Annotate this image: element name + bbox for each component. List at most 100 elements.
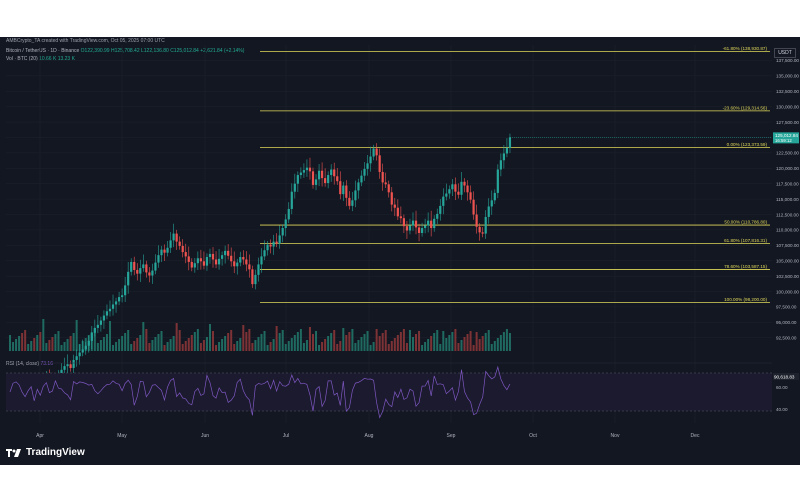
candle-body xyxy=(166,247,169,253)
volume-bar xyxy=(296,332,299,351)
volume-bar xyxy=(33,338,36,351)
volume-bar xyxy=(487,330,490,351)
candle-body xyxy=(187,256,190,262)
x-tick-label: Dec xyxy=(691,433,700,439)
candle-body xyxy=(142,264,145,269)
volume-bar xyxy=(333,330,336,351)
y-tick-label: 95,000.00 xyxy=(776,320,797,325)
volume-bar xyxy=(202,340,205,351)
y-tick-label: 112,500.00 xyxy=(776,212,799,217)
volume-bar xyxy=(402,329,405,351)
volume-bar xyxy=(236,341,239,351)
candle-body xyxy=(317,170,321,180)
candle-body xyxy=(93,327,96,333)
volume-bar xyxy=(502,332,505,351)
volume-bar xyxy=(460,340,463,351)
volume-bar xyxy=(63,342,66,351)
volume-bar xyxy=(251,343,254,351)
candle-body xyxy=(111,304,115,309)
volume-bar xyxy=(108,321,111,351)
symbol-name[interactable]: Bitcoin / TetherUS · 1D · Binance xyxy=(6,48,80,54)
candle-body xyxy=(233,261,236,267)
volume-bar xyxy=(48,340,51,351)
volume-bar xyxy=(357,340,360,351)
chart-canvas[interactable]: 92,500.00 95,000.00 97,500.00 100,000.00 102… xyxy=(0,37,800,465)
volume-bar xyxy=(15,339,18,351)
volume-bar xyxy=(339,341,342,351)
candle-body xyxy=(369,156,372,164)
volume-bar xyxy=(490,344,493,351)
volume-badge xyxy=(773,373,799,380)
candle-body xyxy=(160,249,163,256)
y-tick-label: 130,000.00 xyxy=(776,104,799,109)
volume-bar xyxy=(369,345,372,351)
rsi-band xyxy=(6,373,772,411)
y-tick-label: 137,500.00 xyxy=(776,58,799,63)
currency-button[interactable]: USDT xyxy=(774,48,796,58)
candle-body xyxy=(99,320,102,325)
candle-body xyxy=(178,241,181,246)
candle-body xyxy=(245,259,248,265)
candle-body xyxy=(251,269,254,285)
volume-bar xyxy=(305,340,308,351)
volume-bar xyxy=(66,339,69,351)
x-tick-label: Jun xyxy=(201,433,209,439)
candle-body xyxy=(117,297,121,302)
volume-bar xyxy=(239,338,242,351)
candle-body xyxy=(387,184,390,193)
candle-body xyxy=(190,261,193,268)
rsi-legend: RSI (14, close) 73.16 xyxy=(6,361,53,367)
volume-bar xyxy=(281,330,284,351)
candle-body xyxy=(133,261,136,270)
volume-bar xyxy=(415,334,418,351)
candle-body xyxy=(239,257,242,263)
rsi-value: 73.16 xyxy=(40,361,53,367)
candle-body xyxy=(281,228,284,236)
brand-name: TradingView xyxy=(26,447,85,458)
candle-body xyxy=(505,147,509,154)
volume-bar xyxy=(260,334,263,351)
volume-bar xyxy=(39,332,42,351)
candle-body xyxy=(124,285,127,296)
y-tick-label: 120,000.00 xyxy=(776,166,799,171)
candle-body xyxy=(84,345,87,350)
candle-body xyxy=(211,253,215,260)
volume-values: 10.66 K 13.23 K xyxy=(39,56,75,62)
rsi-label[interactable]: RSI (14, close) xyxy=(6,361,40,367)
volume-bar xyxy=(199,343,202,351)
candle-body xyxy=(217,258,221,265)
volume-bar xyxy=(299,329,302,351)
candle-body xyxy=(154,262,157,271)
y-tick-label: 115,000.00 xyxy=(776,197,799,202)
volume-bar xyxy=(166,342,169,351)
candle-body xyxy=(305,167,309,171)
candle-body xyxy=(460,181,463,195)
volume-label[interactable]: Vol · BTC (20) xyxy=(6,56,38,62)
volume-bar xyxy=(205,337,208,351)
x-tick-label: Nov xyxy=(611,433,620,439)
candle-body xyxy=(139,268,142,274)
volume-bar xyxy=(324,339,327,351)
candle-body xyxy=(372,148,375,157)
y-tick-label: 97,500.00 xyxy=(776,305,797,310)
volume-bar xyxy=(484,333,487,351)
volume-bar xyxy=(366,331,369,351)
candle-body xyxy=(508,137,512,148)
candle-body xyxy=(414,220,418,228)
x-tick-label: May xyxy=(117,433,127,439)
volume-bar xyxy=(469,331,472,351)
candle-body xyxy=(342,185,345,195)
x-tick-label: Jul xyxy=(283,433,289,439)
volume-bar xyxy=(411,337,414,351)
x-tick-label: Sep xyxy=(447,433,456,439)
volume-bar xyxy=(115,342,118,351)
y-tick-label: 117,500.00 xyxy=(776,181,799,186)
volume-bar xyxy=(381,333,384,351)
volume-bar xyxy=(51,337,54,351)
volume-bar xyxy=(99,340,102,351)
candle-body xyxy=(257,264,260,275)
volume-bar xyxy=(293,335,296,351)
candle-body xyxy=(466,185,469,193)
volume-bar xyxy=(418,331,421,351)
volume-bar xyxy=(424,342,427,351)
